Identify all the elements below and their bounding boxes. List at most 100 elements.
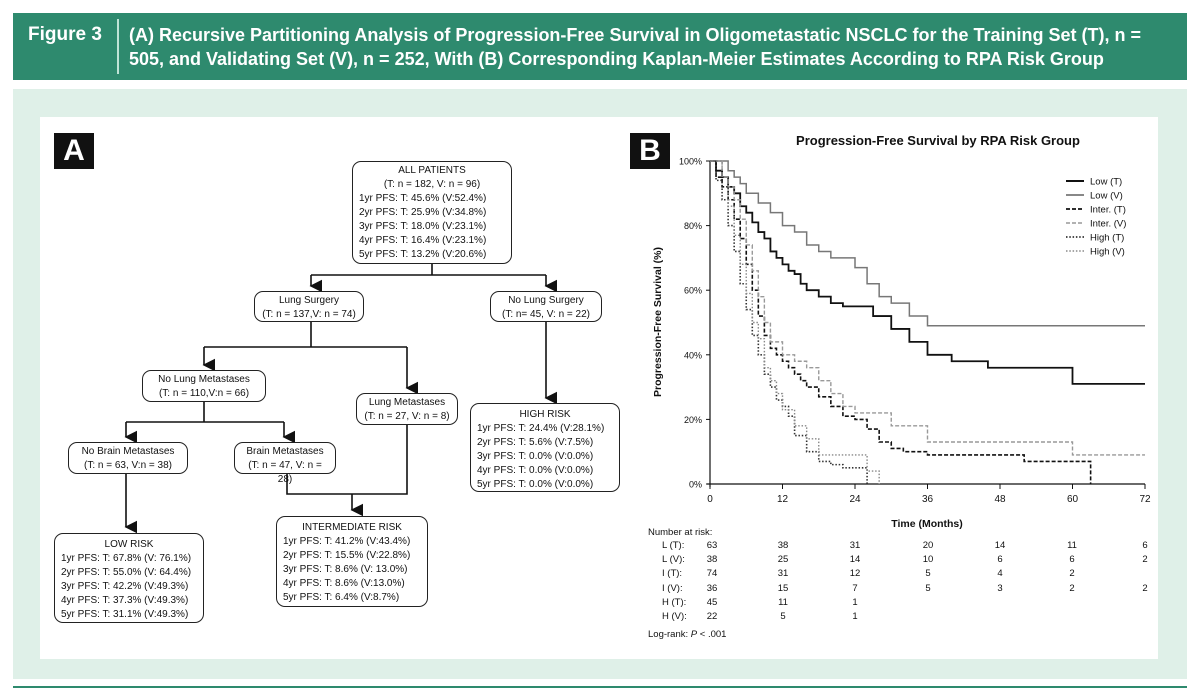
risk-count: 45: [706, 596, 718, 608]
pfs-line: 5yr PFS: T: 0.0% (V:0.0%): [477, 479, 594, 490]
risk-count: 31: [777, 568, 789, 580]
node-title: LOW RISK: [104, 539, 154, 550]
figure-title: (A) Recursive Partitioning Analysis of P…: [129, 25, 1142, 69]
km-curve-inter-v: [710, 160, 1145, 456]
node-title: No Lung Metastases: [158, 374, 250, 385]
node-no-brain-metastases: No Brain Metastases (T: n = 63, V:n = 38…: [68, 442, 188, 474]
y-tick-label: 60%: [684, 286, 702, 296]
legend-entry: Inter. (T): [1090, 205, 1126, 216]
legend-entry: High (V): [1090, 247, 1125, 258]
pfs-line: 1yr PFS: T: 45.6% (V:52.4%): [359, 193, 487, 204]
x-tick-label: 0: [707, 494, 713, 505]
chart-axes: 0 12 24 36 48 60 72 0% 20% 40% 60% 80% 100%: [679, 157, 1151, 506]
risk-count: 6: [1069, 554, 1075, 566]
x-tick-label: 48: [994, 494, 1006, 505]
node-title: INTERMEDIATE RISK: [302, 522, 402, 533]
pfs-line: 5yr PFS: T: 6.4% (V:8.7%): [283, 592, 400, 603]
header-divider: [117, 19, 119, 74]
node-lung-surgery: Lung Surgery (T: n = 137,V: n = 74): [254, 291, 364, 322]
number-at-risk-title: Number at risk:: [648, 527, 713, 538]
risk-count: 14: [994, 540, 1006, 551]
legend-entry: Inter. (V): [1090, 219, 1126, 230]
pfs-line: 2yr PFS: T: 15.5% (V:22.8%): [283, 550, 411, 561]
x-tick-label: 12: [777, 494, 789, 505]
pfs-line: 4yr PFS: T: 8.6% (V:13.0%): [283, 578, 405, 589]
x-axis-label: Time (Months): [891, 518, 963, 530]
panel-b-tag: B: [630, 133, 670, 169]
risk-count: 25: [777, 554, 789, 566]
risk-count: 15: [777, 582, 789, 594]
risk-count: 6: [1142, 540, 1148, 551]
node-counts: (T: n = 27, V: n = 8): [364, 411, 450, 422]
risk-count: 2: [1142, 554, 1148, 566]
node-all-patients: ALL PATIENTS (T: n = 182, V: n = 96) 1yr…: [352, 161, 512, 264]
pfs-line: 1yr PFS: T: 67.8% (V: 76.1%): [61, 553, 192, 564]
pfs-line: 1yr PFS: T: 41.2% (V:43.4%): [283, 536, 411, 547]
node-no-lung-surgery: No Lung Surgery (T: n= 45, V: n = 22): [490, 291, 602, 322]
figure-header: Figure 3 (A) Recursive Partitioning Anal…: [13, 13, 1187, 80]
km-curve-low-t: [710, 160, 1145, 385]
pfs-line: 5yr PFS: T: 31.1% (V:49.3%): [61, 609, 189, 620]
risk-count: 1: [852, 596, 858, 608]
risk-count: 63: [706, 540, 718, 551]
y-tick-label: 100%: [679, 157, 702, 167]
pfs-line: 3yr PFS: T: 8.6% (V: 13.0%): [283, 564, 408, 575]
risk-count: 4: [997, 568, 1003, 580]
km-curve-low-v: [710, 160, 1145, 327]
risk-count: 1: [852, 611, 858, 622]
pfs-line: 3yr PFS: T: 42.2% (V:49.3%): [61, 581, 189, 592]
x-tick-label: 24: [849, 494, 861, 505]
risk-count: 6: [997, 554, 1003, 566]
pfs-line: 2yr PFS: T: 25.9% (V:34.8%): [359, 207, 487, 218]
logrank-text: Log-rank: P < .001: [648, 628, 726, 642]
node-lung-metastases: Lung Metastases (T: n = 27, V: n = 8): [356, 393, 458, 425]
node-counts: (T: n = 110,V:n = 66): [158, 388, 250, 399]
risk-row-label: I (T):: [662, 568, 683, 580]
x-tick-label: 36: [922, 494, 934, 505]
panel-a-tag: A: [54, 133, 94, 169]
pfs-line: 1yr PFS: T: 24.4% (V:28.1%): [477, 423, 605, 434]
risk-row-label: L (T):: [662, 540, 685, 551]
node-counts: (T: n = 137,V: n = 74): [262, 309, 356, 320]
km-curve-inter-t: [710, 160, 1092, 484]
risk-row-label: L (V):: [662, 554, 685, 566]
pfs-line: 2yr PFS: T: 5.6% (V:7.5%): [477, 437, 594, 448]
node-counts: (T: n = 47, V: n = 28): [248, 460, 322, 485]
risk-count: 36: [706, 582, 718, 594]
risk-count: 5: [925, 582, 931, 594]
risk-count: 14: [849, 554, 861, 566]
node-title: Lung Metastases: [368, 397, 446, 408]
node-title: ALL PATIENTS: [398, 165, 466, 176]
logrank-p: P: [690, 629, 698, 640]
node-counts: (T: n= 45, V: n = 22): [501, 309, 590, 320]
risk-count: 11: [1067, 540, 1077, 551]
logrank-value: < .001: [697, 629, 727, 640]
node-title: No Brain Metastases: [81, 446, 175, 457]
risk-count: 7: [852, 582, 858, 594]
risk-count: 5: [780, 611, 786, 622]
pfs-line: 4yr PFS: T: 16.4% (V:23.1%): [359, 235, 487, 246]
y-tick-label: 40%: [684, 350, 702, 360]
risk-count: 22: [706, 611, 718, 622]
risk-row-label: I (V):: [662, 582, 683, 594]
pfs-line: 4yr PFS: T: 37.3% (V:49.3%): [61, 595, 189, 606]
node-high-risk: HIGH RISK 1yr PFS: T: 24.4% (V:28.1%) 2y…: [470, 403, 620, 492]
x-tick-label: 60: [1067, 494, 1079, 505]
legend-entry: High (T): [1090, 233, 1124, 244]
y-axis-label: Progression-Free Survival (%): [652, 247, 664, 397]
chart-curves: [710, 160, 1145, 484]
pfs-line: 5yr PFS: T: 13.2% (V:20.6%): [359, 249, 487, 260]
node-counts: (T: n = 63, V:n = 38): [83, 460, 172, 471]
km-curve-high-v: [710, 160, 880, 484]
risk-row-label: H (V):: [662, 611, 687, 622]
risk-row-label: H (T):: [662, 596, 687, 608]
legend-entry: Low (V): [1090, 191, 1123, 202]
figure-label: Figure 3: [28, 24, 102, 45]
risk-count: 5: [925, 568, 931, 580]
risk-count: 20: [922, 540, 934, 551]
logrank-prefix: Log-rank:: [648, 629, 691, 640]
risk-count: 74: [706, 568, 718, 580]
node-title: Brain Metastases: [246, 446, 324, 457]
risk-count: 3: [997, 582, 1003, 594]
node-intermediate-risk: INTERMEDIATE RISK 1yr PFS: T: 41.2% (V:4…: [276, 516, 428, 607]
